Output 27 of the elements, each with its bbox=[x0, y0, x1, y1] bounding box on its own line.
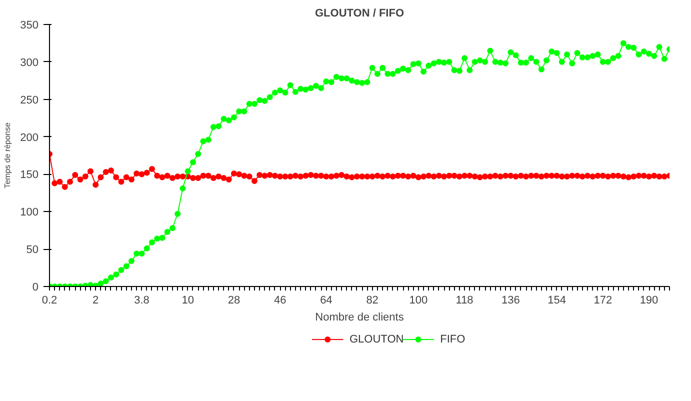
y-tick-label: 200 bbox=[20, 132, 39, 144]
x-tick-label: 46 bbox=[274, 294, 286, 306]
legend-label: GLOUTON bbox=[350, 334, 404, 346]
legend-label: FIFO bbox=[440, 334, 466, 346]
y-tick-label: 250 bbox=[20, 94, 39, 106]
x-axis-title: Nombre de clients bbox=[315, 312, 404, 324]
y-tick-label: 300 bbox=[20, 56, 39, 69]
y-axis-title: Temps de réponse bbox=[3, 122, 12, 188]
x-tick-label: 82 bbox=[366, 294, 378, 306]
y-tick-label: 50 bbox=[26, 244, 39, 256]
x-tick-label: 28 bbox=[228, 294, 240, 306]
x-tick-label: 118 bbox=[456, 294, 474, 306]
x-tick-label: 10 bbox=[182, 294, 194, 306]
y-tick-label: 350 bbox=[20, 20, 39, 32]
y-tick-label: 0 bbox=[32, 282, 39, 294]
x-tick-label: 2 bbox=[92, 294, 99, 306]
chart-title: GLOUTON / FIFO bbox=[314, 8, 404, 20]
x-tick-label: 154 bbox=[548, 294, 566, 306]
x-tick-label: 64 bbox=[320, 294, 332, 306]
x-tick-label: 100 bbox=[409, 294, 428, 306]
x-tick-label: 172 bbox=[594, 294, 612, 306]
x-tick-label: 0.2 bbox=[42, 294, 58, 306]
y-tick-label: 150 bbox=[20, 169, 39, 182]
y-tick-label: 100 bbox=[20, 206, 39, 219]
x-tick-label: 3.8 bbox=[134, 294, 150, 306]
x-tick-label: 136 bbox=[501, 294, 520, 306]
x-tick-label: 190 bbox=[640, 294, 658, 306]
